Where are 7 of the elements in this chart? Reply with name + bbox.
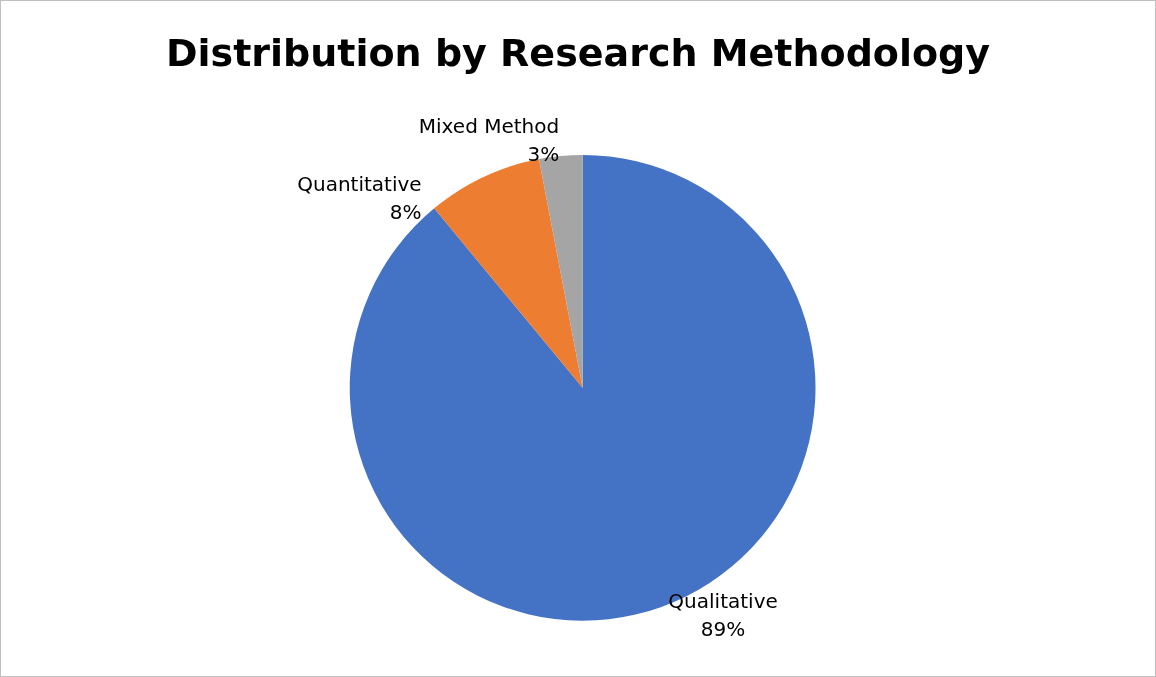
chart-title: Distribution by Research Methodology [165,31,991,75]
slice-label: Qualitative [668,589,778,614]
slice-label: Mixed Method [418,114,560,138]
data-label: 89% [700,617,746,642]
slice-label: Quantitative [297,172,422,196]
data-label: 3% [527,142,560,166]
data-label: 8% [389,200,422,224]
